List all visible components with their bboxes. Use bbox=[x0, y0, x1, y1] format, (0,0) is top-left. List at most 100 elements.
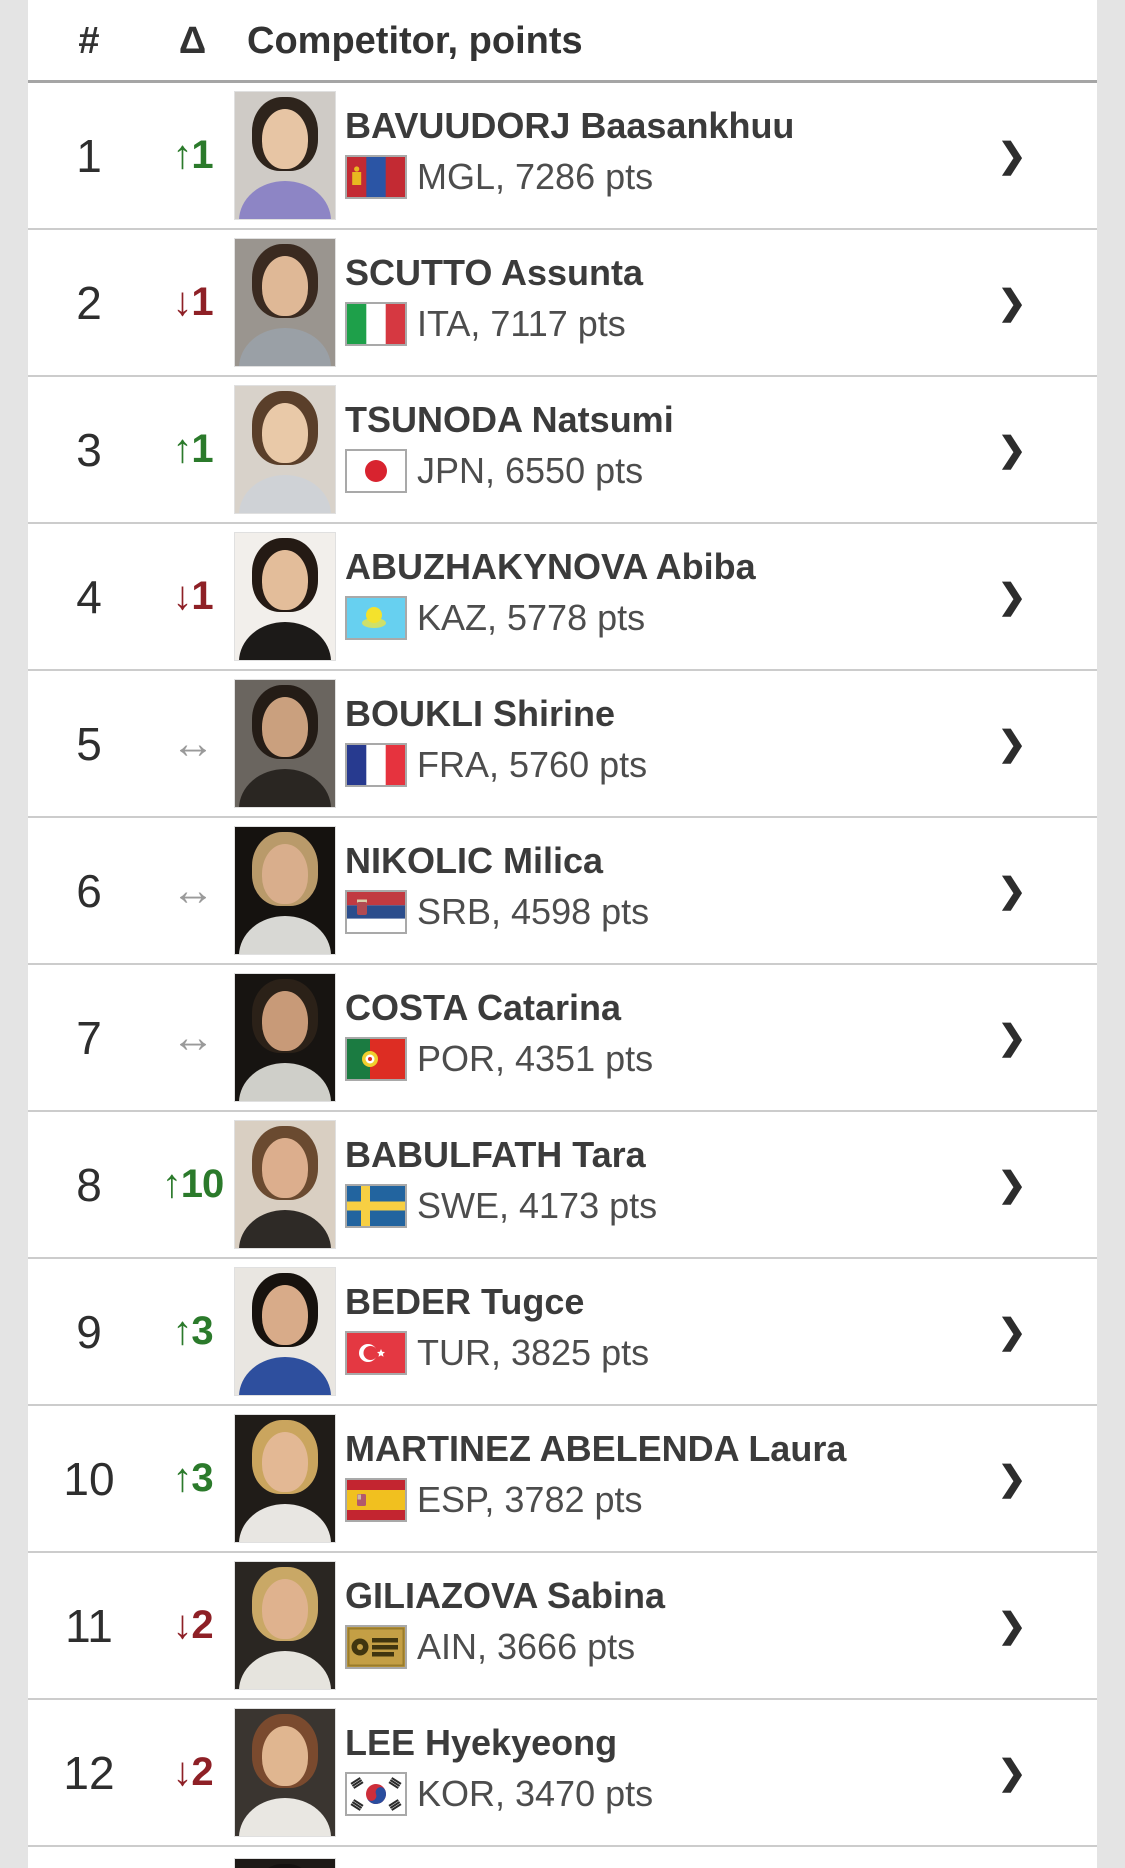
ranking-row[interactable]: 9 ↑ 3 BEDER Tugce TUR, 3825 pts ❯ bbox=[28, 1259, 1097, 1406]
rank-number: 9 bbox=[76, 1305, 102, 1358]
ranking-row[interactable]: 7 ↔ COSTA Catarina POR, 4351 pts ❯ bbox=[28, 965, 1097, 1112]
trend-value: 2 bbox=[191, 1750, 213, 1794]
competitor-info: BABULFATH Tara SWE, 4173 pts bbox=[335, 1112, 927, 1257]
photo-shirt bbox=[239, 1504, 331, 1542]
country-flag-icon bbox=[345, 449, 407, 493]
chevron-right-icon[interactable]: ❯ bbox=[997, 1459, 1027, 1498]
chevron-right-icon[interactable]: ❯ bbox=[997, 283, 1027, 322]
ranking-row-partial[interactable] bbox=[28, 1847, 1097, 1868]
rank-number: 3 bbox=[76, 423, 102, 476]
country-points-label: ESP, 3782 pts bbox=[417, 1479, 643, 1520]
chevron-right-icon[interactable]: ❯ bbox=[997, 871, 1027, 910]
country-points-line: TUR, 3825 pts bbox=[345, 1331, 919, 1375]
competitor-photo bbox=[234, 238, 336, 367]
competitor-name: BOUKLI Shirine bbox=[345, 693, 616, 734]
country-flag-icon bbox=[345, 596, 407, 640]
trend-arrow-icon: ↓ bbox=[172, 280, 192, 324]
ranking-row[interactable]: 10 ↑ 3 MARTINEZ ABELENDA Laura ESP, 3782 … bbox=[28, 1406, 1097, 1553]
competitor-info: TSUNODA Natsumi JPN, 6550 pts bbox=[335, 377, 927, 522]
chevron-right-icon[interactable]: ❯ bbox=[997, 1753, 1027, 1792]
ranking-row[interactable]: 3 ↑ 1 TSUNODA Natsumi JPN, 6550 pts ❯ bbox=[28, 377, 1097, 524]
rank-number: 2 bbox=[76, 276, 102, 329]
trend-value: 1 bbox=[191, 280, 213, 324]
country-points-line: MGL, 7286 pts bbox=[345, 155, 919, 199]
photo-shirt bbox=[239, 916, 331, 954]
chevron-right-icon[interactable]: ❯ bbox=[997, 1018, 1027, 1057]
chevron-right-icon[interactable]: ❯ bbox=[997, 136, 1027, 175]
trend-value: 1 bbox=[191, 133, 213, 177]
competitor-name: BABULFATH Tara bbox=[345, 1134, 646, 1175]
competitor-name: TSUNODA Natsumi bbox=[345, 399, 674, 440]
competitor-photo bbox=[234, 1414, 336, 1543]
ranking-row[interactable]: 4 ↓ 1 ABUZHAKYNOVA Abiba KAZ, 5778 pts ❯ bbox=[28, 524, 1097, 671]
chevron-right-icon[interactable]: ❯ bbox=[997, 724, 1027, 763]
rank-number: 8 bbox=[76, 1158, 102, 1211]
country-points-line: JPN, 6550 pts bbox=[345, 449, 919, 493]
chevron-right-icon[interactable]: ❯ bbox=[997, 430, 1027, 469]
competitor-name: ABUZHAKYNOVA Abiba bbox=[345, 546, 756, 587]
photo-cell bbox=[234, 1847, 336, 1868]
ranking-row[interactable]: 8 ↑ 10 BABULFATH Tara SWE, 4173 pts ❯ bbox=[28, 1112, 1097, 1259]
photo-face bbox=[262, 1579, 308, 1639]
country-points-label: MGL, 7286 pts bbox=[417, 156, 654, 197]
trend-value: 3 bbox=[191, 1309, 213, 1353]
competitor-info: COSTA Catarina POR, 4351 pts bbox=[335, 965, 927, 1110]
chevron-right-icon[interactable]: ❯ bbox=[997, 577, 1027, 616]
competitor-photo bbox=[234, 532, 336, 661]
competitor-info: MARTINEZ ABELENDA Laura ESP, 3782 pts bbox=[335, 1406, 927, 1551]
country-flag-icon bbox=[345, 743, 407, 787]
country-flag-icon bbox=[345, 155, 407, 199]
rank-change: ↑ 10 bbox=[150, 1112, 235, 1257]
header-rank: # bbox=[78, 20, 100, 62]
photo-cell bbox=[234, 1553, 336, 1698]
ranking-row[interactable]: 5 ↔ BOUKLI Shirine FRA, 5760 pts ❯ bbox=[28, 671, 1097, 818]
competitor-info: BAVUUDORJ Baasankhuu MGL, 7286 pts bbox=[335, 83, 927, 228]
rank-number: 1 bbox=[76, 129, 102, 182]
photo-cell bbox=[234, 230, 336, 375]
rank-number: 10 bbox=[63, 1452, 115, 1505]
ranking-row[interactable]: 1 ↑ 1 BAVUUDORJ Baasankhuu MGL, 7286 pts … bbox=[28, 83, 1097, 230]
photo-shirt bbox=[239, 475, 331, 513]
competitor-photo bbox=[234, 973, 336, 1102]
competitor-info: NIKOLIC Milica SRB, 4598 pts bbox=[335, 818, 927, 963]
trend-value: 3 bbox=[191, 1456, 213, 1500]
rank-number: 4 bbox=[76, 570, 102, 623]
ranking-row[interactable]: 11 ↓ 2 GILIAZOVA Sabina AIN, 3666 pts ❯ bbox=[28, 1553, 1097, 1700]
photo-face bbox=[262, 844, 308, 904]
trend-arrow-icon: ↑ bbox=[172, 1309, 192, 1353]
country-points-label: KAZ, 5778 pts bbox=[417, 597, 646, 638]
country-points-line: SRB, 4598 pts bbox=[345, 890, 919, 934]
trend-arrow-icon: ↓ bbox=[172, 574, 192, 618]
competitor-photo bbox=[234, 1561, 336, 1690]
competitor-info: GILIAZOVA Sabina AIN, 3666 pts bbox=[335, 1553, 927, 1698]
ranking-row[interactable]: 6 ↔ NIKOLIC Milica SRB, 4598 pts ❯ bbox=[28, 818, 1097, 965]
chevron-right-icon[interactable]: ❯ bbox=[997, 1606, 1027, 1645]
competitor-info: ABUZHAKYNOVA Abiba KAZ, 5778 pts bbox=[335, 524, 927, 669]
chevron-right-icon[interactable]: ❯ bbox=[997, 1312, 1027, 1351]
chevron-right-icon[interactable] bbox=[927, 1847, 1097, 1868]
photo-shirt bbox=[239, 181, 331, 219]
photo-face bbox=[262, 1285, 308, 1345]
ranking-row[interactable]: 2 ↓ 1 SCUTTO Assunta ITA, 7117 pts ❯ bbox=[28, 230, 1097, 377]
competitor-name: GILIAZOVA Sabina bbox=[345, 1575, 666, 1616]
rank-number: 7 bbox=[76, 1011, 102, 1064]
photo-face bbox=[262, 109, 308, 169]
competitor-photo bbox=[234, 385, 336, 514]
country-flag-icon bbox=[345, 1037, 407, 1081]
competitor-info bbox=[335, 1847, 927, 1868]
competitor-photo bbox=[234, 91, 336, 220]
photo-cell bbox=[234, 671, 336, 816]
rank-change: ↔ bbox=[150, 818, 235, 963]
country-points-label: FRA, 5760 pts bbox=[417, 744, 648, 785]
country-points-line: KOR, 3470 pts bbox=[345, 1772, 919, 1816]
photo-shirt bbox=[239, 1357, 331, 1395]
trend-arrow-icon: ↓ bbox=[172, 1603, 192, 1647]
competitor-name: NIKOLIC Milica bbox=[345, 840, 604, 881]
rank-change: ↔ bbox=[150, 965, 235, 1110]
photo-cell bbox=[234, 1112, 336, 1257]
chevron-right-icon[interactable]: ❯ bbox=[997, 1165, 1027, 1204]
ranking-row[interactable]: 12 ↓ 2 LEE Hyekyeong KOR, 3470 pts ❯ bbox=[28, 1700, 1097, 1847]
trend-value: 1 bbox=[191, 574, 213, 618]
photo-face bbox=[262, 256, 308, 316]
competitor-name: BAVUUDORJ Baasankhuu bbox=[345, 105, 795, 146]
